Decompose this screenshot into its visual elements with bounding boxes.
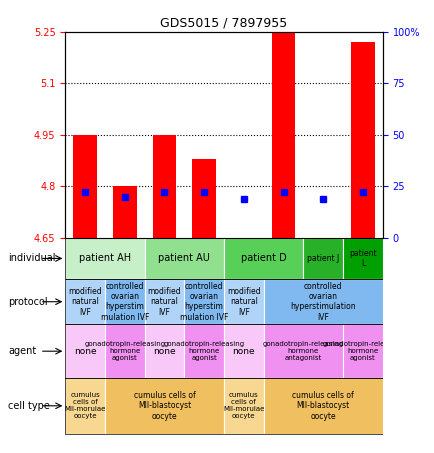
Text: cell type: cell type xyxy=(8,401,50,411)
Text: controlled
ovarian
hyperstim
mulation IVF: controlled ovarian hyperstim mulation IV… xyxy=(180,282,228,322)
FancyBboxPatch shape xyxy=(263,279,382,324)
FancyBboxPatch shape xyxy=(65,324,105,378)
Text: modified
natural
IVF: modified natural IVF xyxy=(68,287,102,317)
Text: controlled
ovarian
hyperstim
mulation IVF: controlled ovarian hyperstim mulation IV… xyxy=(100,282,148,322)
FancyBboxPatch shape xyxy=(184,324,224,378)
Text: gonadotropin-releasing
hormone
antagonist: gonadotropin-releasing hormone antagonis… xyxy=(262,341,343,361)
Text: modified
natural
IVF: modified natural IVF xyxy=(227,287,260,317)
Text: patient J: patient J xyxy=(306,254,339,263)
Text: controlled
ovarian
hyperstimulation
IVF: controlled ovarian hyperstimulation IVF xyxy=(290,282,355,322)
FancyBboxPatch shape xyxy=(224,324,263,378)
FancyBboxPatch shape xyxy=(263,324,342,378)
FancyBboxPatch shape xyxy=(65,238,144,279)
FancyBboxPatch shape xyxy=(224,238,303,279)
Bar xyxy=(113,186,136,238)
Text: patient D: patient D xyxy=(240,253,286,264)
Text: none: none xyxy=(153,347,175,356)
Text: gonadotropin-releasing
hormone
agonist: gonadotropin-releasing hormone agonist xyxy=(322,341,403,361)
FancyBboxPatch shape xyxy=(224,279,263,324)
FancyBboxPatch shape xyxy=(224,378,263,434)
FancyBboxPatch shape xyxy=(303,238,342,279)
Text: gonadotropin-releasing
hormone
agonist: gonadotropin-releasing hormone agonist xyxy=(163,341,244,361)
Text: cumulus
cells of
MII-morulae
oocyte: cumulus cells of MII-morulae oocyte xyxy=(64,392,105,419)
Text: patient AH: patient AH xyxy=(79,253,131,264)
Bar xyxy=(350,42,374,238)
Text: patient AU: patient AU xyxy=(158,253,210,264)
Text: none: none xyxy=(74,347,96,356)
FancyBboxPatch shape xyxy=(105,378,224,434)
Text: cumulus
cells of
MII-morulae
oocyte: cumulus cells of MII-morulae oocyte xyxy=(223,392,264,419)
Text: protocol: protocol xyxy=(8,297,48,307)
FancyBboxPatch shape xyxy=(144,238,224,279)
Bar xyxy=(152,135,176,238)
FancyBboxPatch shape xyxy=(105,324,144,378)
FancyBboxPatch shape xyxy=(65,378,105,434)
Text: none: none xyxy=(232,347,255,356)
FancyBboxPatch shape xyxy=(144,279,184,324)
Text: cumulus cells of
MII-blastocyst
oocyte: cumulus cells of MII-blastocyst oocyte xyxy=(133,391,195,421)
Text: cumulus cells of
MII-blastocyst
oocyte: cumulus cells of MII-blastocyst oocyte xyxy=(292,391,353,421)
FancyBboxPatch shape xyxy=(144,324,184,378)
Title: GDS5015 / 7897955: GDS5015 / 7897955 xyxy=(160,16,287,29)
Text: gonadotropin-releasing
hormone
agonist: gonadotropin-releasing hormone agonist xyxy=(84,341,165,361)
Text: patient
L: patient L xyxy=(349,249,376,268)
Text: individual: individual xyxy=(8,253,56,264)
FancyBboxPatch shape xyxy=(342,324,382,378)
Bar xyxy=(271,32,295,238)
FancyBboxPatch shape xyxy=(105,279,144,324)
Text: modified
natural
IVF: modified natural IVF xyxy=(147,287,181,317)
FancyBboxPatch shape xyxy=(65,279,105,324)
FancyBboxPatch shape xyxy=(184,279,224,324)
Text: agent: agent xyxy=(8,346,36,356)
Bar xyxy=(73,135,97,238)
Bar xyxy=(192,159,216,238)
FancyBboxPatch shape xyxy=(342,238,382,279)
FancyBboxPatch shape xyxy=(263,378,382,434)
